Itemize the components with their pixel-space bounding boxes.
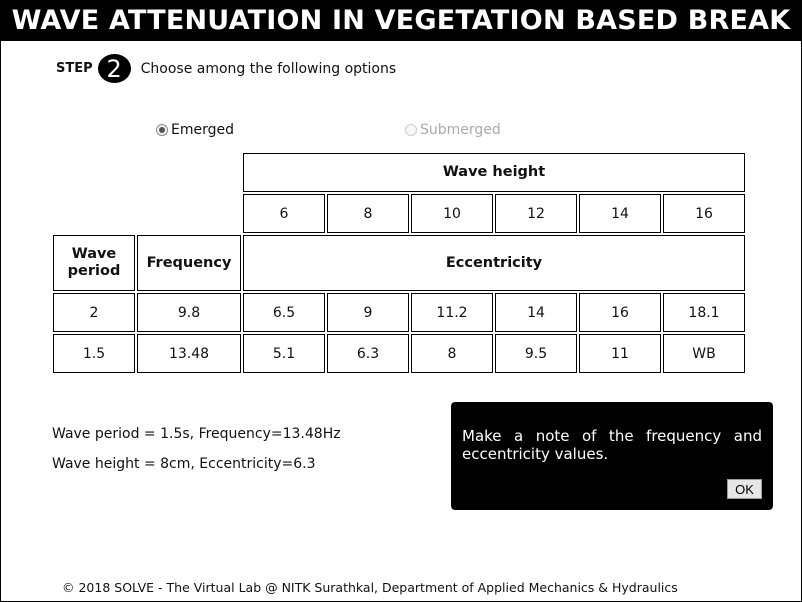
emerged-radio[interactable]: [156, 124, 168, 136]
selection-summary-line2: Wave height = 8cm, Eccentricity=6.3: [52, 456, 316, 472]
step-indicator: STEP 2 Choose among the following option…: [56, 54, 396, 83]
selection-summary-line1: Wave period = 1.5s, Frequency=13.48Hz: [52, 426, 341, 442]
eccentricity-cell: WB: [663, 334, 745, 373]
eccentricity-cell: 5.1: [243, 334, 325, 373]
wave-height-cell[interactable]: 8: [327, 194, 409, 233]
wave-height-header: Wave height: [243, 153, 745, 192]
eccentricity-cell: 6.3: [327, 334, 409, 373]
radio-selected-dot: [159, 127, 165, 133]
wave-height-cell[interactable]: 6: [243, 194, 325, 233]
eccentricity-header: Eccentricity: [243, 235, 745, 291]
note-popup: Make a note of the frequency and eccentr…: [451, 402, 773, 510]
wave-height-cell[interactable]: 14: [579, 194, 661, 233]
eccentricity-cell: 18.1: [663, 293, 745, 332]
frequency-header: Frequency: [137, 235, 241, 291]
frequency-cell: 9.8: [137, 293, 241, 332]
submerged-radio: [405, 124, 417, 136]
eccentricity-cell: 11.2: [411, 293, 493, 332]
wave-height-cell[interactable]: 10: [411, 194, 493, 233]
wave-period-header: Wave period: [53, 235, 135, 291]
wave-period-cell[interactable]: 1.5: [53, 334, 135, 373]
emerged-option[interactable]: Emerged: [156, 122, 234, 138]
eccentricity-cell: 9.5: [495, 334, 577, 373]
eccentricity-cell: 16: [579, 293, 661, 332]
eccentricity-cell: 14: [495, 293, 577, 332]
footer-credits: © 2018 SOLVE - The Virtual Lab @ NITK Su…: [62, 580, 678, 595]
submerged-label: Submerged: [420, 122, 501, 138]
wave-height-cell[interactable]: 12: [495, 194, 577, 233]
popup-message: Make a note of the frequency and eccentr…: [462, 427, 762, 463]
eccentricity-cell: 9: [327, 293, 409, 332]
eccentricity-cell: 6.5: [243, 293, 325, 332]
step-label: STEP: [56, 61, 93, 76]
step-number-badge: 2: [97, 54, 131, 83]
eccentricity-cell: 8: [411, 334, 493, 373]
ok-button[interactable]: OK: [727, 479, 762, 499]
wave-height-cell[interactable]: 16: [663, 194, 745, 233]
submerged-option: Submerged: [405, 122, 501, 138]
emerged-label: Emerged: [171, 122, 234, 138]
eccentricity-cell: 11: [579, 334, 661, 373]
step-instruction: Choose among the following options: [140, 60, 397, 77]
page-title: WAVE ATTENUATION IN VEGETATION BASED BRE…: [0, 0, 802, 41]
frequency-cell: 13.48: [137, 334, 241, 373]
wave-period-cell[interactable]: 2: [53, 293, 135, 332]
